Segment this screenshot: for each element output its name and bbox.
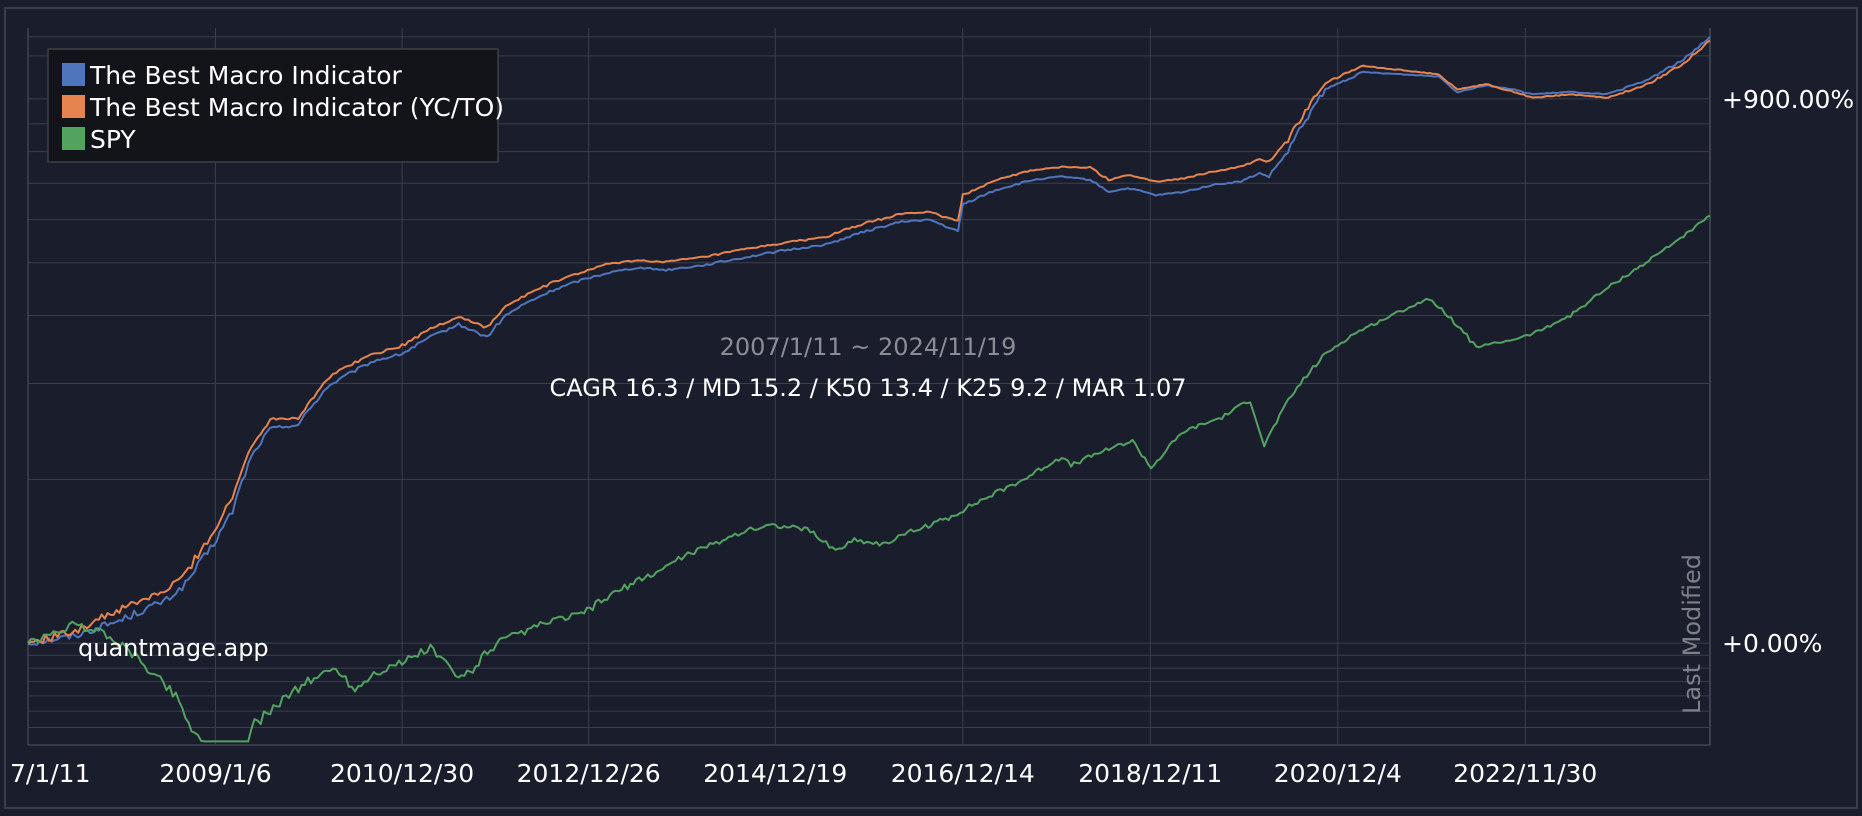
y-tick-label: +900.00% [1722,85,1854,114]
chart-date-range: 2007/1/11 ~ 2024/11/19 [720,333,1017,361]
legend-swatch-series-2 [62,127,85,150]
series-line-2 [27,214,1711,743]
chart-frame [4,7,1858,809]
series-line-1 [27,39,1711,645]
x-tick-label: 2020/12/4 [1274,759,1402,788]
x-tick-label: 2009/1/6 [159,759,271,788]
legend-label-series-1: The Best Macro Indicator (YC/TO) [89,93,504,122]
x-tick-label: 2022/11/30 [1453,759,1597,788]
y-tick-label: +0.00% [1722,629,1822,658]
x-tick-label: 2010/12/30 [330,759,474,788]
legend-label-series-2: SPY [90,125,136,154]
x-tick-label: 2012/12/26 [517,759,661,788]
legend-swatch-series-0 [62,63,85,86]
legend-label-series-0: The Best Macro Indicator [89,61,403,90]
chart-legend: The Best Macro Indicator The Best Macro … [47,48,504,163]
x-tick-label: 2018/12/11 [1078,759,1222,788]
x-tick-label: 2014/12/19 [703,759,847,788]
x-tick-label: 7/1/11 [10,759,90,788]
series-line-0 [27,36,1711,646]
series-lines [27,36,1711,743]
last-modified-label: Last Modified [1678,554,1706,714]
axis-labels: 7/1/11 2009/1/6 2010/12/30 2012/12/26 2014/1… [10,85,1854,788]
x-tick-label: 2016/12/14 [891,759,1035,788]
legend-swatch-series-1 [62,95,85,118]
chart-stats-line: CAGR 16.3 / MD 15.2 / K50 13.4 / K25 9.2… [549,374,1186,402]
watermark-text: quantmage.app [78,634,269,662]
legend-box [47,48,499,163]
